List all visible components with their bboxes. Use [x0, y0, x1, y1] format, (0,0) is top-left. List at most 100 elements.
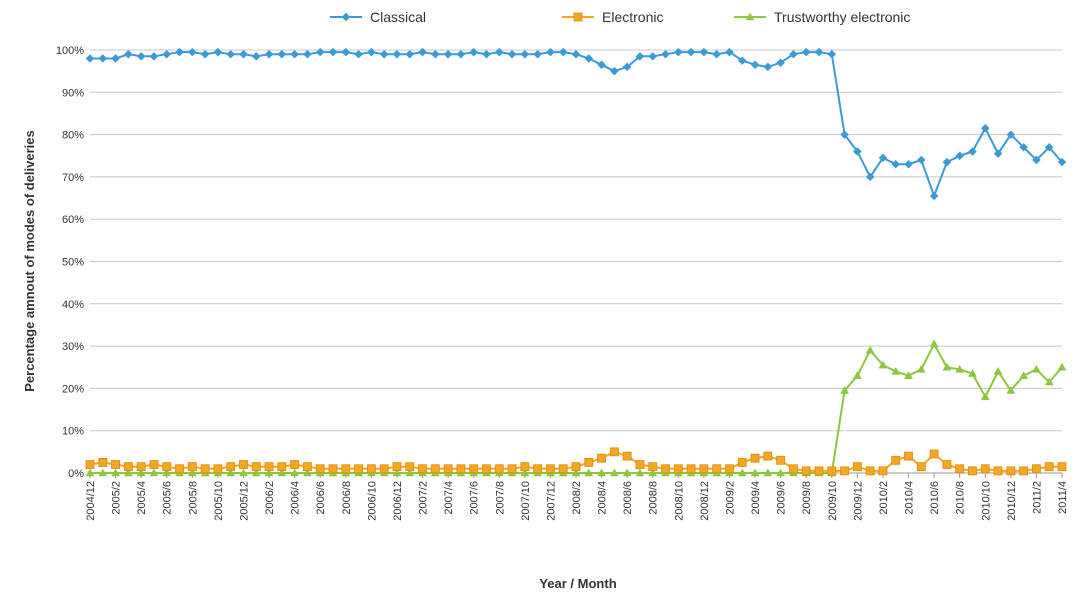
data-point-electronic: [533, 464, 543, 474]
x-tick-label: 2010/10: [980, 481, 992, 521]
data-point-electronic: [993, 466, 1003, 476]
data-point-trustworthy-electronic: [609, 468, 619, 477]
x-tick-label: 2006/6: [315, 481, 327, 515]
data-point-electronic: [1006, 466, 1016, 476]
data-point-electronic: [277, 462, 287, 472]
data-point-electronic: [379, 464, 389, 474]
legend-label: Electronic: [602, 9, 663, 25]
data-point-classical: [853, 147, 862, 156]
data-point-classical: [533, 49, 542, 59]
legend-swatch-marker: [573, 12, 583, 22]
data-point-classical: [469, 47, 479, 57]
data-point-electronic: [725, 464, 734, 474]
x-tick-label: 2005/10: [213, 481, 225, 521]
data-point-classical: [456, 49, 466, 59]
y-tick-label: 50%: [62, 257, 84, 269]
data-point-trustworthy-electronic: [916, 364, 926, 373]
x-tick-label: 2008/2: [571, 481, 583, 515]
data-point-classical: [226, 49, 236, 59]
data-point-electronic: [891, 455, 901, 465]
data-point-electronic: [494, 464, 504, 474]
data-point-classical: [315, 47, 325, 57]
data-point-electronic: [366, 464, 376, 474]
data-point-electronic: [482, 464, 491, 474]
data-point-classical: [290, 49, 299, 59]
y-axis-title: Percentage amnout of modes of deliveries: [22, 130, 37, 392]
y-tick-label: 100%: [56, 45, 84, 57]
legend-label: Trustworthy electronic: [774, 9, 910, 25]
data-point-classical: [622, 62, 632, 72]
data-point-classical: [571, 49, 581, 59]
data-point-classical: [430, 49, 440, 59]
data-point-classical: [558, 47, 568, 57]
data-point-classical: [162, 49, 172, 59]
data-point-electronic: [430, 464, 440, 474]
data-point-electronic: [456, 464, 466, 474]
data-point-electronic: [85, 460, 95, 469]
x-tick-label: 2006/8: [341, 481, 353, 515]
series-electronic: [85, 447, 1067, 476]
data-point-classical: [942, 157, 952, 167]
data-point-classical: [187, 47, 197, 57]
data-point-electronic: [392, 462, 402, 472]
data-point-trustworthy-electronic: [520, 468, 530, 477]
data-point-electronic: [418, 464, 427, 474]
data-point-classical: [814, 47, 824, 57]
data-point-classical: [865, 172, 875, 182]
data-point-electronic: [175, 464, 184, 474]
data-point-electronic: [546, 464, 555, 474]
series-trustworthy-electronic: [85, 339, 1067, 477]
data-point-classical: [725, 47, 734, 57]
data-point-classical: [354, 49, 363, 59]
data-point-electronic: [597, 453, 606, 463]
data-point-electronic: [980, 464, 990, 474]
data-point-classical: [1006, 130, 1016, 139]
data-point-classical: [1019, 142, 1028, 152]
data-point-electronic: [686, 464, 696, 474]
data-point-trustworthy-electronic: [302, 468, 312, 477]
data-point-electronic: [469, 464, 479, 474]
x-tick-label: 2007/8: [494, 481, 506, 515]
data-point-trustworthy-electronic: [85, 468, 95, 477]
data-point-trustworthy-electronic: [955, 364, 965, 373]
data-point-electronic: [622, 451, 632, 461]
x-tick-label: 2008/10: [673, 481, 685, 521]
data-point-classical: [136, 51, 146, 61]
x-tick-label: 2005/6: [162, 481, 174, 515]
data-point-classical: [635, 51, 645, 61]
data-point-classical: [251, 51, 261, 61]
x-tick-label: 2009/8: [801, 481, 813, 515]
data-point-classical: [904, 159, 913, 169]
data-point-trustworthy-electronic: [968, 369, 977, 377]
data-point-electronic: [929, 449, 939, 459]
data-point-classical: [111, 54, 120, 63]
data-point-electronic: [1019, 466, 1029, 476]
y-tick-label: 40%: [62, 299, 84, 311]
data-point-electronic: [303, 462, 312, 472]
x-tick-label: 2010/2: [878, 481, 890, 515]
data-point-trustworthy-electronic: [405, 468, 415, 477]
data-point-classical: [482, 49, 491, 59]
data-point-electronic: [315, 464, 325, 474]
data-point-classical: [367, 47, 376, 57]
x-tick-label: 2006/10: [366, 481, 378, 521]
data-point-classical: [405, 49, 415, 59]
data-point-electronic: [507, 464, 517, 474]
data-point-electronic: [162, 462, 172, 472]
data-point-electronic: [763, 451, 773, 461]
data-point-electronic: [776, 455, 786, 465]
data-point-electronic: [737, 458, 747, 467]
data-point-classical: [1044, 142, 1054, 152]
data-point-classical: [610, 66, 619, 76]
data-point-classical: [264, 49, 274, 59]
data-point-electronic: [827, 466, 837, 476]
data-point-electronic: [443, 464, 453, 474]
data-point-trustworthy-electronic: [878, 360, 888, 369]
data-point-electronic: [814, 466, 824, 476]
data-point-trustworthy-electronic: [1057, 362, 1067, 371]
data-point-classical: [584, 54, 594, 63]
data-point-electronic: [571, 462, 581, 472]
data-point-classical: [175, 47, 184, 57]
